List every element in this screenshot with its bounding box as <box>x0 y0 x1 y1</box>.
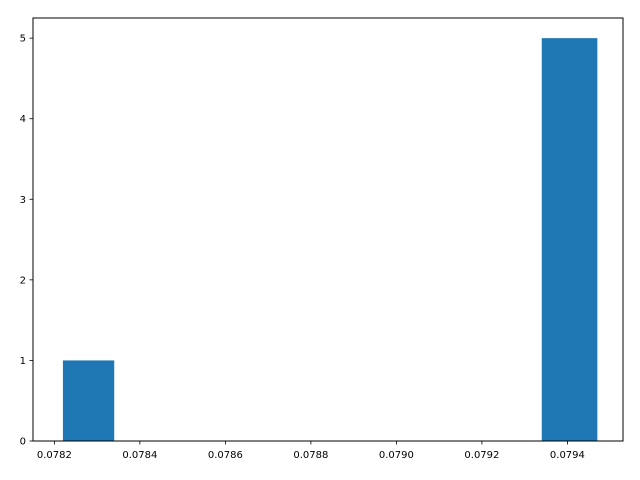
x-tick-label-6: 0.0794 <box>550 450 585 461</box>
y-tick-label-1: 1 <box>20 356 26 367</box>
y-tick-label-3: 3 <box>20 195 26 206</box>
y-axis-ticks: 0 1 2 3 4 5 <box>20 34 33 448</box>
x-tick-label-4: 0.0790 <box>379 450 414 461</box>
plot-frame <box>32 17 624 442</box>
y-tick-label-0: 0 <box>20 437 26 448</box>
x-tick-label-0: 0.0782 <box>37 450 72 461</box>
x-tick-label-2: 0.0786 <box>208 450 243 461</box>
x-tick-label-1: 0.0784 <box>122 450 157 461</box>
x-tick-label-5: 0.0792 <box>464 450 499 461</box>
y-tick-label-4: 4 <box>20 114 26 125</box>
x-axis-ticks: 0.0782 0.0784 0.0786 0.0788 0.0790 0.0792 0.07… <box>37 441 585 461</box>
y-tick-label-2: 2 <box>20 275 26 286</box>
x-tick-label-3: 0.0788 <box>293 450 328 461</box>
bars-group <box>62 38 598 442</box>
y-tick-label-5: 5 <box>20 34 26 45</box>
histogram-bar-0 <box>62 360 115 441</box>
histogram-bar-9 <box>541 38 598 442</box>
